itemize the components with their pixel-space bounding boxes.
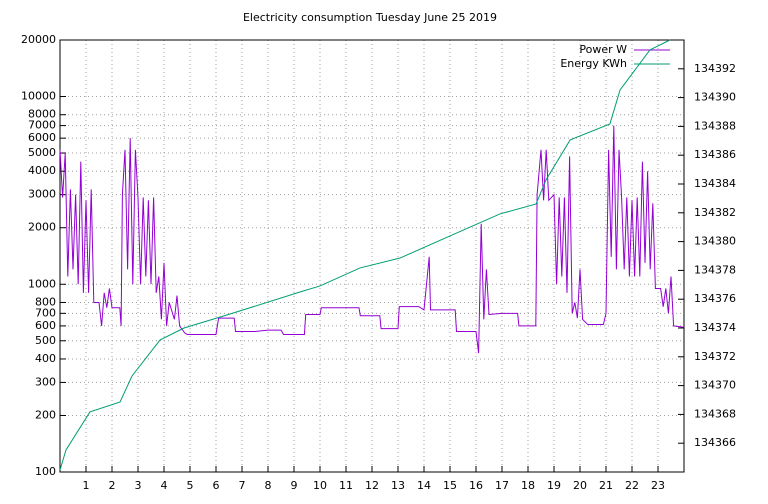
y-tick-label: 6000 (28, 131, 56, 144)
y2-tick-label: 134386 (694, 148, 736, 161)
x-tick-label: 6 (213, 479, 220, 492)
y-tick-label: 300 (35, 375, 56, 388)
x-tick-label: 17 (495, 479, 509, 492)
y2-tick-label: 134382 (694, 206, 736, 219)
y-tick-label: 800 (35, 295, 56, 308)
y-tick-label: 3000 (28, 188, 56, 201)
x-tick-label: 3 (135, 479, 142, 492)
x-tick-label: 1 (83, 479, 90, 492)
x-tick-label: 23 (651, 479, 665, 492)
x-tick-label: 22 (625, 479, 639, 492)
y2-tick-label: 134374 (694, 321, 736, 334)
y-tick-label: 400 (35, 352, 56, 365)
x-tick-label: 10 (313, 479, 327, 492)
legend-label: Energy KWh (560, 57, 627, 70)
y-tick-label: 2000 (28, 221, 56, 234)
y2-tick-label: 134392 (694, 62, 736, 75)
y-tick-label: 1000 (28, 277, 56, 290)
x-tick-label: 12 (365, 479, 379, 492)
y2-tick-label: 134390 (694, 91, 736, 104)
x-tick-label: 14 (417, 479, 431, 492)
y2-tick-label: 134372 (694, 350, 736, 363)
x-tick-label: 13 (391, 479, 405, 492)
x-tick-label: 20 (573, 479, 587, 492)
y-tick-label: 700 (35, 306, 56, 319)
plot-frame (59, 39, 685, 473)
x-tick-label: 21 (599, 479, 613, 492)
y2-tick-label: 134370 (694, 379, 736, 392)
y2-tick-label: 134366 (694, 436, 736, 449)
x-tick-label: 9 (291, 479, 298, 492)
y-tick-label: 7000 (28, 119, 56, 132)
y-tick-label: 600 (35, 319, 56, 332)
y-tick-label: 4000 (28, 164, 56, 177)
x-tick-label: 8 (265, 479, 272, 492)
x-tick-label: 18 (521, 479, 535, 492)
x-tick-label: 11 (339, 479, 353, 492)
y-tick-label: 20000 (21, 33, 56, 46)
y-tick-label: 200 (35, 408, 56, 421)
series-line (59, 125, 685, 354)
chart-title: Electricity consumption Tuesday June 25 … (243, 11, 497, 24)
y2-tick-label: 134380 (694, 235, 736, 248)
x-tick-label: 2 (109, 479, 116, 492)
y2-tick-label: 134388 (694, 119, 736, 132)
x-tick-label: 19 (547, 479, 561, 492)
y-tick-label: 8000 (28, 108, 56, 121)
x-tick-label: 7 (239, 479, 246, 492)
series-line (59, 39, 671, 471)
y-tick-label: 5000 (28, 146, 56, 159)
y-tick-label: 100 (35, 465, 56, 478)
x-tick-label: 15 (443, 479, 457, 492)
x-tick-label: 4 (161, 479, 168, 492)
x-tick-label: 16 (469, 479, 483, 492)
x-tick-label: 5 (187, 479, 194, 492)
y2-tick-label: 134368 (694, 407, 736, 420)
y2-tick-label: 134378 (694, 263, 736, 276)
y-tick-label: 500 (35, 334, 56, 347)
y2-tick-label: 134376 (694, 292, 736, 305)
y2-tick-label: 134384 (694, 177, 736, 190)
legend-label: Power W (579, 43, 627, 56)
y-tick-label: 10000 (21, 90, 56, 103)
